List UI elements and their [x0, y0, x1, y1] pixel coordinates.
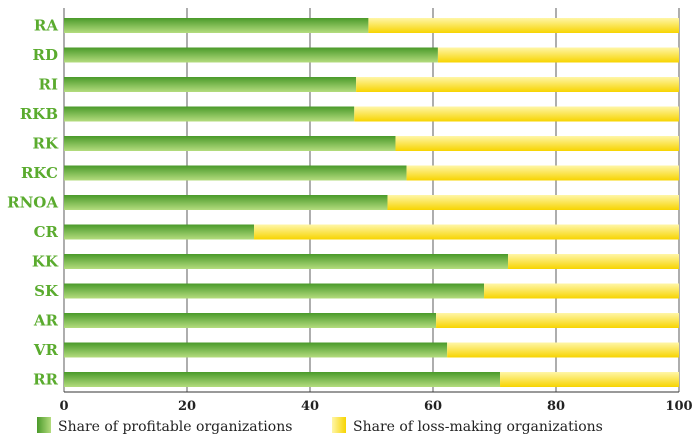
bar-rnoa-loss-making — [387, 195, 679, 210]
bar-ri-loss-making — [356, 77, 679, 92]
bar-rd-profitable — [64, 47, 438, 63]
category-label: KK — [32, 253, 59, 271]
category-label: RK — [32, 135, 58, 153]
x-axis: 0 20 40 60 80 100 — [59, 391, 692, 414]
category-label: RI — [39, 76, 58, 94]
x-tick-label: 40 — [301, 399, 319, 414]
bar-vr-loss-making — [447, 342, 679, 358]
x-tick-label: 60 — [424, 399, 442, 414]
category-label: RNOA — [7, 194, 58, 212]
bar-ar-loss-making — [436, 313, 679, 328]
category-label: RKC — [21, 164, 58, 182]
category-labels: RA RD RI RKB RK RKC RNOA CR KK SK AR VR RR — [7, 17, 59, 389]
bar-kk-profitable — [64, 254, 509, 269]
x-tick-label: 80 — [547, 399, 565, 414]
bar-ar-profitable — [64, 313, 437, 328]
bars — [64, 18, 679, 387]
bar-rr-profitable — [64, 372, 501, 387]
bar-ri-profitable — [64, 77, 357, 92]
category-label: RD — [33, 46, 58, 64]
bar-ra-loss-making — [368, 18, 679, 33]
bar-rkc-loss-making — [406, 165, 679, 181]
x-tick-label: 0 — [59, 399, 68, 414]
bar-cr-profitable — [64, 224, 255, 240]
x-tick-label: 100 — [665, 399, 692, 414]
bar-rkc-profitable — [64, 165, 407, 181]
category-label: RKB — [20, 105, 58, 123]
bar-rk-profitable — [64, 136, 396, 151]
bar-rk-loss-making — [395, 136, 679, 151]
bar-rr-loss-making — [500, 372, 679, 387]
category-label: AR — [33, 312, 59, 330]
legend-swatch-profitable — [37, 417, 51, 433]
bar-rnoa-profitable — [64, 195, 388, 210]
bar-sk-profitable — [64, 283, 485, 299]
bar-rkb-profitable — [64, 106, 355, 122]
category-label: VR — [33, 341, 59, 359]
category-label: RR — [33, 371, 58, 389]
bar-ra-profitable — [64, 18, 369, 33]
bar-vr-profitable — [64, 342, 448, 358]
bar-kk-loss-making — [508, 254, 679, 269]
x-tick-label: 20 — [178, 399, 196, 414]
bar-sk-loss-making — [484, 283, 679, 299]
legend-label-profitable: Share of profitable organizations — [58, 419, 292, 435]
category-label: SK — [34, 282, 59, 300]
bar-rkb-loss-making — [354, 106, 679, 122]
category-label: RA — [34, 17, 58, 35]
legend-label-loss-making: Share of loss-making organizations — [353, 419, 603, 435]
category-label: CR — [34, 223, 59, 241]
bar-cr-loss-making — [254, 224, 679, 240]
legend: Share of profitable organizations Share o… — [37, 417, 603, 435]
legend-swatch-loss-making — [332, 417, 346, 433]
bar-rd-loss-making — [437, 47, 679, 63]
